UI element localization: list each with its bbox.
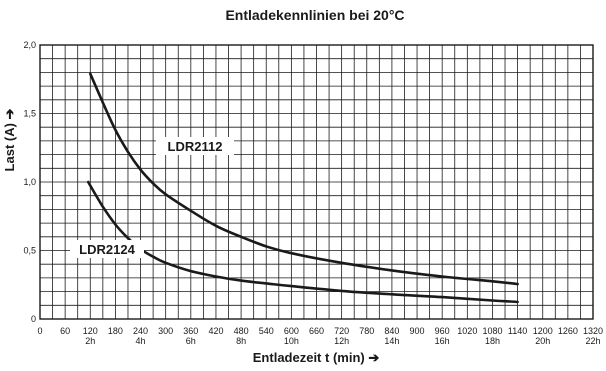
x-tick-label: 240 [133, 326, 148, 336]
x-tick-label: 780 [359, 326, 374, 336]
x-tick-label: 120 [83, 326, 98, 336]
x-tick-label: 1200 [533, 326, 553, 336]
x-tick-hours-label: 4h [136, 336, 146, 346]
x-tick-hours-label: 16h [435, 336, 450, 346]
y-tick-label: 1,5 [23, 109, 36, 119]
x-tick-label: 480 [234, 326, 249, 336]
series-group: LDR2112 LDR2124 [70, 74, 518, 302]
x-tick-label: 1260 [558, 326, 578, 336]
series-label-ldr2124: LDR2124 [79, 242, 135, 257]
x-tick-label: 840 [384, 326, 399, 336]
x-tick-label: 540 [259, 326, 274, 336]
x-tick-label: 960 [435, 326, 450, 336]
x-tick-hours-label: 2h [85, 336, 95, 346]
x-tick-label: 1320 [583, 326, 603, 336]
x-tick-label: 180 [108, 326, 123, 336]
x-tick-label: 900 [410, 326, 425, 336]
x-tick-label: 1020 [457, 326, 477, 336]
series-label-ldr2112: LDR2112 [168, 139, 223, 154]
x-tick-label: 300 [158, 326, 173, 336]
x-tick-label: 60 [60, 326, 70, 336]
x-tick-label: 420 [208, 326, 223, 336]
x-tick-hours-label: 6h [186, 336, 196, 346]
x-tick-hours-label: 18h [485, 336, 500, 346]
x-tick-hours-label: 14h [384, 336, 399, 346]
x-tick-label: 1140 [508, 326, 527, 336]
y-tick-labels: 0 0,5 1,0 1,5 2,0 [23, 40, 36, 324]
y-tick-label: 0 [31, 314, 36, 324]
y-tick-label: 0,5 [23, 246, 36, 256]
grid [40, 45, 593, 319]
x-tick-label: 660 [309, 326, 324, 336]
x-tick-hours-label: 12h [334, 336, 349, 346]
x-tick-label: 0 [37, 326, 42, 336]
series-line-ldr2124 [88, 182, 517, 302]
x-tick-hours-label: 22h [585, 336, 600, 346]
x-axis-label: Entladezeit t (min) ➔ [253, 350, 380, 365]
y-axis-label: Last (A) ➔ [2, 108, 17, 171]
x-tick-label: 360 [183, 326, 198, 336]
x-tick-hours-label: 20h [535, 336, 550, 346]
x-tick-label: 600 [284, 326, 299, 336]
x-tick-hours-label: 8h [236, 336, 246, 346]
chart-title: Entladekennlinien bei 20°C [225, 7, 404, 23]
x-tick-label: 720 [334, 326, 349, 336]
x-tick-label: 1080 [482, 326, 502, 336]
y-tick-label: 2,0 [23, 40, 36, 50]
x-tick-hours-label: 10h [284, 336, 299, 346]
y-tick-label: 1,0 [23, 177, 36, 187]
